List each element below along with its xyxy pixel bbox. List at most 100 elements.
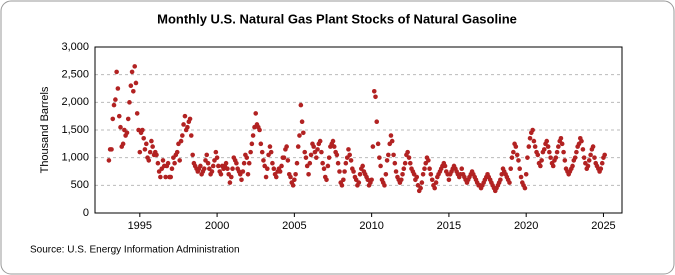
point <box>526 144 532 149</box>
point <box>149 138 154 144</box>
point <box>154 152 159 158</box>
point <box>414 174 420 180</box>
point <box>386 152 391 158</box>
point <box>288 174 293 180</box>
point <box>298 102 304 108</box>
point <box>459 166 465 172</box>
point <box>218 171 224 177</box>
point <box>239 177 244 183</box>
point <box>400 171 405 177</box>
point <box>330 138 336 144</box>
point <box>370 144 376 149</box>
point <box>342 169 347 174</box>
point <box>261 158 266 163</box>
point <box>558 136 564 141</box>
point <box>337 169 342 174</box>
point <box>559 141 565 147</box>
point <box>530 127 535 133</box>
point <box>531 138 537 144</box>
x-tick-label: 1995 <box>128 220 152 232</box>
point <box>273 174 279 180</box>
point <box>209 169 215 174</box>
point <box>508 166 514 172</box>
point <box>518 174 524 180</box>
point <box>402 160 408 166</box>
point <box>172 160 177 166</box>
y-axis-label: Thousand Barrels <box>39 86 51 173</box>
point <box>141 136 146 141</box>
point <box>347 152 352 158</box>
point <box>572 155 578 160</box>
point <box>114 69 119 75</box>
point <box>225 166 230 172</box>
point <box>532 144 538 149</box>
point <box>229 174 234 180</box>
point <box>188 133 194 138</box>
y-tick-label: 1,500 <box>61 124 89 136</box>
point <box>588 152 593 158</box>
point <box>127 100 132 105</box>
point <box>357 171 363 177</box>
point <box>553 155 559 160</box>
point <box>523 171 529 177</box>
point <box>335 160 341 166</box>
point <box>169 166 175 172</box>
point <box>253 111 259 116</box>
point <box>113 97 118 102</box>
point <box>116 113 122 119</box>
point <box>110 116 116 122</box>
point <box>295 144 301 149</box>
point <box>307 160 313 166</box>
point <box>548 155 553 160</box>
point <box>351 169 356 174</box>
y-tick-label: 2,000 <box>61 96 89 108</box>
point <box>155 160 161 166</box>
point <box>420 171 426 177</box>
point <box>356 180 362 185</box>
point <box>527 136 533 141</box>
point <box>320 160 325 166</box>
point <box>598 166 604 172</box>
point <box>391 152 396 158</box>
point <box>432 185 437 191</box>
point <box>393 169 399 174</box>
point <box>407 160 413 166</box>
x-tick-label: 2010 <box>359 220 383 232</box>
point <box>374 119 380 124</box>
point <box>321 166 327 172</box>
point <box>106 158 112 163</box>
point <box>146 158 152 163</box>
point <box>301 130 306 136</box>
point <box>180 133 185 138</box>
point <box>129 69 135 75</box>
point <box>377 155 382 160</box>
point <box>592 155 597 160</box>
point <box>308 152 314 158</box>
point <box>290 183 296 188</box>
point <box>405 149 410 155</box>
point <box>246 160 252 166</box>
point <box>214 155 220 160</box>
point <box>522 185 528 191</box>
point <box>590 144 596 149</box>
plot-area <box>94 46 623 214</box>
point <box>545 144 551 149</box>
point <box>258 141 264 147</box>
point <box>579 138 584 144</box>
point <box>541 147 547 152</box>
point <box>580 147 586 152</box>
chart-title: Monthly U.S. Natural Gas Plant Stocks of… <box>157 11 517 26</box>
point <box>326 155 332 160</box>
point <box>109 147 114 152</box>
point <box>562 158 568 163</box>
point <box>257 127 262 133</box>
point <box>511 149 516 155</box>
point <box>422 166 427 172</box>
point <box>125 116 131 122</box>
point <box>223 160 229 166</box>
source: Source: U.S. Energy Information Administ… <box>30 245 240 256</box>
point <box>177 158 182 163</box>
point <box>561 149 566 155</box>
point <box>245 171 251 177</box>
point <box>271 166 277 172</box>
